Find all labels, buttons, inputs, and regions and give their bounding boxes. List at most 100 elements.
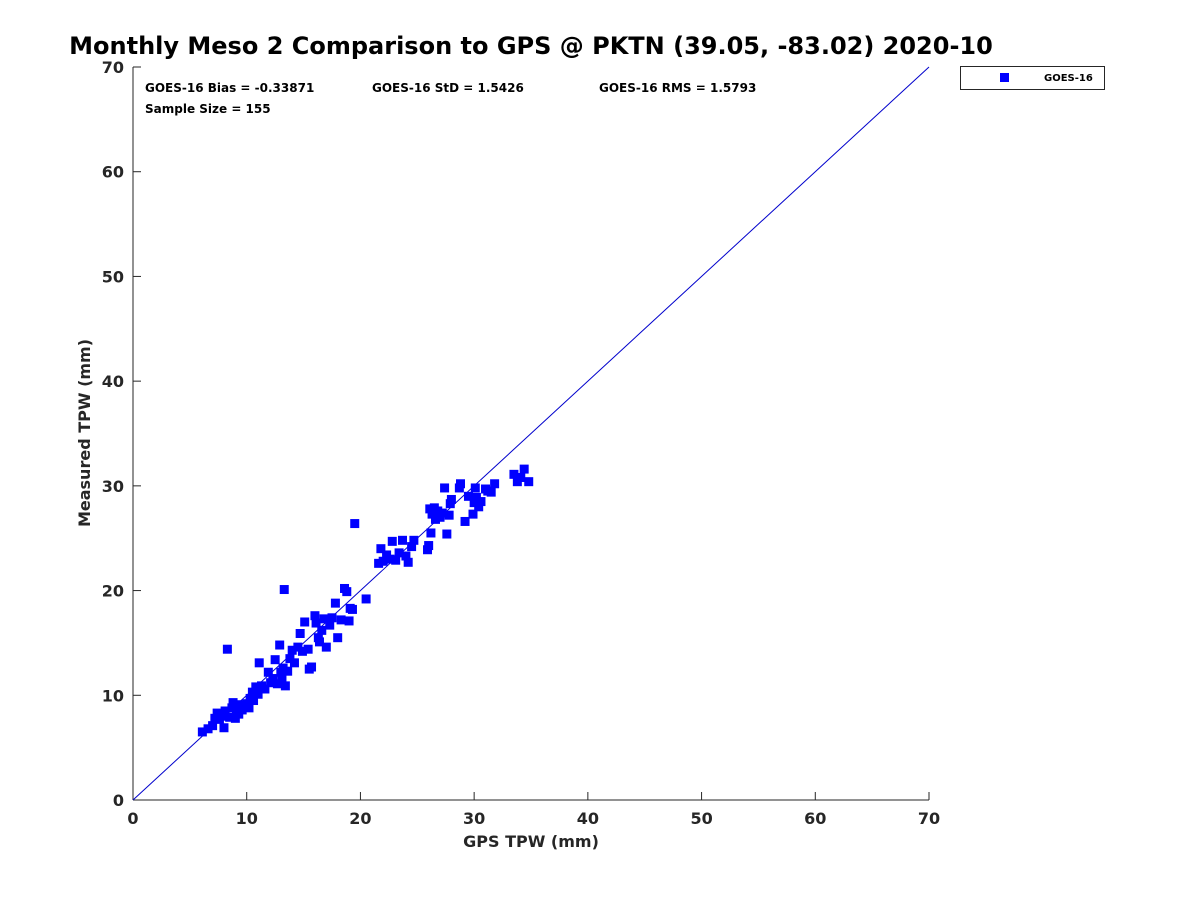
data-point [249,696,259,706]
y-tick-label: 50 [102,267,124,286]
data-point [327,613,337,623]
data-point [203,724,213,734]
data-point [268,674,278,684]
data-point [208,721,218,731]
data-point [314,637,324,647]
data-point [391,555,401,565]
data-point [277,672,287,682]
x-tick-label: 60 [804,809,826,828]
data-point [220,706,230,716]
data-point [285,654,295,664]
data-point [225,712,235,722]
legend: GOES-16 [960,66,1105,90]
data-point [325,620,335,630]
data-point [263,667,273,677]
data-point [401,551,411,561]
x-tick-label: 0 [127,809,138,828]
data-point [387,536,397,546]
data-point [254,658,264,668]
stat-rms: GOES-16 RMS = 1.5793 [599,81,756,95]
data-point [469,498,479,508]
data-point [427,509,437,519]
data-point [344,616,354,626]
stat-sample-size: Sample Size = 155 [145,102,271,116]
data-point [403,557,413,567]
data-point [197,727,207,737]
data-point [463,491,473,501]
data-point [295,629,305,639]
data-point [260,684,270,694]
data-point [330,598,340,608]
legend-box [960,66,1105,90]
data-point [321,642,331,652]
data-point [426,528,436,538]
data-point [333,633,343,643]
data-point [293,642,303,652]
data-point [210,713,220,723]
data-point [476,497,486,507]
data-point [446,494,456,504]
one-to-one-line [132,66,930,801]
x-tick-label: 30 [463,809,485,828]
data-point [474,502,484,512]
data-point [424,541,434,551]
data-point [300,617,310,627]
data-point [440,483,450,493]
y-tick-label: 0 [113,791,124,810]
data-point [336,615,346,625]
data-point [490,479,500,489]
data-point [287,645,297,655]
x-tick-label: 70 [918,809,940,828]
data-point [251,682,261,692]
data-point [347,604,357,614]
x-tick-label: 10 [236,809,258,828]
data-point [524,477,534,487]
x-tick-label: 40 [577,809,599,828]
data-point [407,542,417,552]
y-tick-label: 70 [102,58,124,77]
data-point [280,681,290,691]
y-tick-label: 30 [102,477,124,496]
data-point [319,614,329,624]
plot-area: 0 10 20 30 40 50 60 70 0 10 20 30 40 50 60 70 [102,58,940,828]
data-point [253,689,263,699]
data-point [444,510,454,520]
data-point [486,487,496,497]
y-tick-label: 10 [102,686,124,705]
data-point [516,472,526,482]
data-point [468,509,478,519]
data-point [394,548,404,558]
data-point [519,464,529,474]
data-point [409,535,419,545]
data-point [279,585,289,595]
legend-marker [1000,73,1009,82]
y-tick-label: 60 [102,163,124,182]
data-point [222,644,232,654]
data-point [219,723,229,733]
data-point [310,611,320,621]
y-tick-label: 20 [102,582,124,601]
data-point [217,711,227,721]
data-point [278,663,288,673]
y-axis-label: Measured TPW (mm) [75,339,94,527]
data-point [244,703,254,713]
data-point [228,698,238,708]
data-point [311,618,321,628]
data-point [350,519,360,529]
data-point [385,554,395,564]
data-point [283,666,293,676]
x-tick-label: 20 [349,809,371,828]
data-point [212,708,222,718]
y-tick-label: 40 [102,372,124,391]
data-point [430,514,440,524]
data-point [437,508,447,518]
data-point [247,687,257,697]
data-point [398,535,408,545]
stat-bias: GOES-16 Bias = -0.33871 [145,81,314,95]
data-point [470,483,480,493]
data-point [460,516,470,526]
data-point [433,506,443,516]
data-point [425,504,435,514]
data-point [307,662,317,672]
data-point [378,556,388,566]
